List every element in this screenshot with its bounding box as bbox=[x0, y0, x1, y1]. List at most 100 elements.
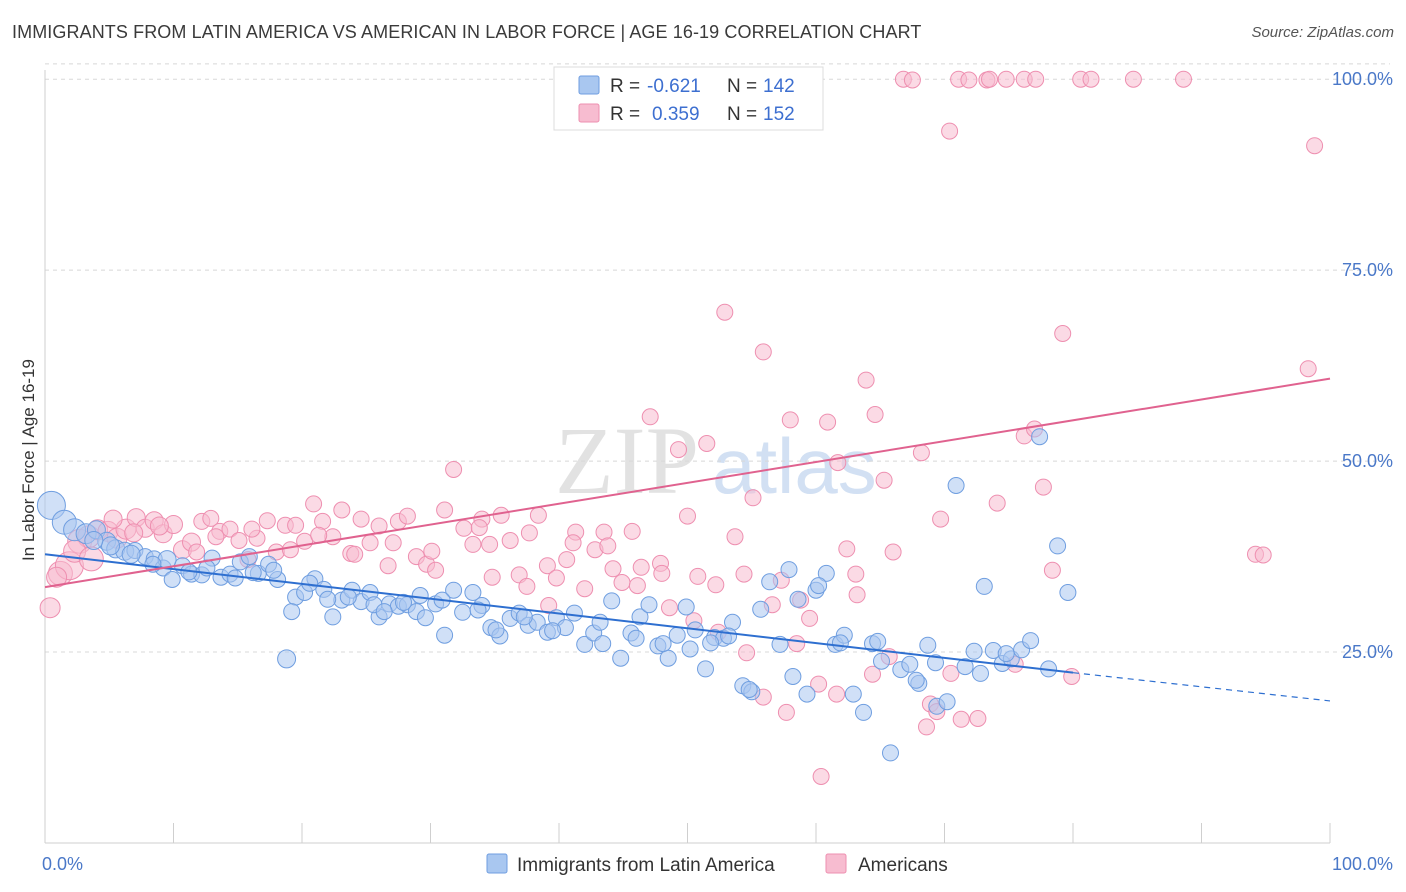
americans-point-48 bbox=[492, 506, 510, 524]
americans-point-127 bbox=[777, 703, 795, 721]
americans-point-53 bbox=[538, 557, 556, 575]
legend-r-label-pink: R = bbox=[610, 104, 640, 125]
americans-point-138 bbox=[981, 70, 998, 88]
americans-point-90 bbox=[884, 543, 902, 561]
americans-point-146 bbox=[103, 509, 123, 529]
series-immigrants-latin-america bbox=[36, 428, 1077, 762]
immigrants-point-109 bbox=[101, 536, 120, 556]
immigrants-point-146 bbox=[487, 621, 505, 639]
americans-point-36 bbox=[379, 557, 397, 575]
immigrants-point-58 bbox=[594, 635, 612, 653]
americans-point-131 bbox=[848, 586, 866, 604]
americans-point-0 bbox=[39, 597, 61, 619]
americans-point-83 bbox=[819, 413, 837, 431]
immigrants-point-42 bbox=[445, 581, 463, 599]
chart-title: IMMIGRANTS FROM LATIN AMERICA VS AMERICA… bbox=[12, 22, 922, 42]
immigrants-point-60 bbox=[612, 649, 630, 667]
americans-point-154 bbox=[346, 545, 364, 563]
immigrants-point-115 bbox=[319, 590, 337, 608]
americans-point-43 bbox=[445, 461, 463, 478]
immigrants-point-62 bbox=[631, 608, 649, 626]
immigrants-point-144 bbox=[375, 603, 393, 621]
americans-point-28 bbox=[305, 495, 323, 513]
y-tick-label-1: 50.0% bbox=[1342, 451, 1393, 471]
americans-point-88 bbox=[866, 406, 884, 423]
americans-point-89 bbox=[875, 471, 893, 489]
americans-point-142 bbox=[1175, 70, 1192, 88]
americans-point-81 bbox=[801, 609, 819, 627]
legend-n-label-blue: N = bbox=[727, 76, 757, 97]
americans-point-57 bbox=[576, 580, 594, 598]
legend-r-label-blue: R = bbox=[610, 76, 640, 97]
immigrants-point-24 bbox=[277, 649, 297, 669]
immigrants-point-143 bbox=[339, 588, 357, 606]
americans-point-72 bbox=[716, 303, 734, 321]
immigrants-point-98 bbox=[965, 642, 983, 660]
y-tick-labels: 25.0% 50.0% 75.0% 100.0% bbox=[1332, 69, 1393, 662]
americans-point-41 bbox=[427, 561, 445, 579]
immigrants-point-67 bbox=[677, 598, 695, 616]
immigrants-point-76 bbox=[761, 573, 779, 591]
americans-point-143 bbox=[46, 566, 68, 588]
americans-point-64 bbox=[641, 408, 659, 426]
trend-lines bbox=[44, 377, 1331, 702]
legend-r-value-blue: -0.621 bbox=[647, 76, 701, 97]
axes bbox=[44, 70, 1331, 844]
americans-point-156 bbox=[423, 542, 441, 560]
bottom-legend: Immigrants from Latin America Americans bbox=[486, 853, 948, 876]
americans-point-134 bbox=[918, 718, 935, 736]
americans-point-151 bbox=[243, 520, 261, 538]
americans-point-101 bbox=[988, 494, 1006, 512]
americans-point-118 bbox=[540, 597, 558, 614]
americans-point-67 bbox=[670, 441, 687, 459]
x-tick-label-0: 0.0% bbox=[42, 854, 83, 874]
americans-point-62 bbox=[623, 522, 641, 540]
americans-point-60 bbox=[604, 560, 622, 578]
americans-point-130 bbox=[828, 685, 846, 703]
immigrants-point-105 bbox=[1031, 428, 1049, 446]
americans-point-136 bbox=[942, 664, 960, 682]
immigrants-point-63 bbox=[640, 596, 658, 614]
americans-point-34 bbox=[361, 534, 379, 552]
immigrants-point-131 bbox=[831, 634, 849, 652]
source-credit: Source: ZipAtlas.com bbox=[1251, 24, 1394, 41]
immigrants-point-134 bbox=[927, 654, 944, 672]
y-tick-label-3: 100.0% bbox=[1332, 69, 1393, 89]
americans-point-149 bbox=[188, 543, 206, 561]
legend-swatch-pink bbox=[578, 103, 600, 123]
americans-point-87 bbox=[857, 371, 875, 389]
immigrants-point-59 bbox=[603, 592, 621, 610]
immigrants-point-135 bbox=[972, 664, 989, 682]
americans-point-73 bbox=[726, 528, 744, 546]
svg-text:ZIP: ZIP bbox=[555, 407, 699, 514]
americans-point-132 bbox=[864, 665, 881, 683]
immigrants-point-107 bbox=[1049, 537, 1067, 555]
immigrants-point-128 bbox=[740, 681, 758, 698]
americans-point-75 bbox=[744, 489, 762, 507]
americans-point-120 bbox=[599, 537, 617, 555]
americans-point-54 bbox=[547, 569, 565, 587]
bottom-legend-swatch-blue bbox=[486, 853, 508, 874]
americans-point-86 bbox=[847, 565, 865, 583]
americans-point-129 bbox=[812, 768, 830, 785]
americans-point-150 bbox=[207, 528, 225, 546]
americans-point-115 bbox=[1306, 137, 1324, 155]
immigrants-point-89 bbox=[882, 744, 899, 762]
immigrants-point-125 bbox=[681, 640, 699, 658]
americans-point-96 bbox=[941, 122, 959, 140]
y-tick-label-2: 75.0% bbox=[1342, 260, 1393, 280]
zipatlas-watermark: ZIP atlas bbox=[555, 407, 877, 514]
americans-point-76 bbox=[754, 343, 772, 361]
americans-point-152 bbox=[281, 541, 299, 559]
immigrants-point-108 bbox=[1059, 584, 1077, 601]
immigrants-point-119 bbox=[469, 601, 487, 619]
trend-line-blue-extension bbox=[1072, 672, 1331, 702]
americans-point-23 bbox=[258, 512, 276, 530]
americans-point-33 bbox=[352, 510, 370, 528]
immigrants-point-79 bbox=[789, 590, 807, 608]
legend-n-value-pink: 152 bbox=[763, 104, 795, 125]
americans-point-55 bbox=[558, 551, 576, 569]
immigrants-point-39 bbox=[416, 609, 434, 627]
americans-point-113 bbox=[1254, 546, 1272, 564]
